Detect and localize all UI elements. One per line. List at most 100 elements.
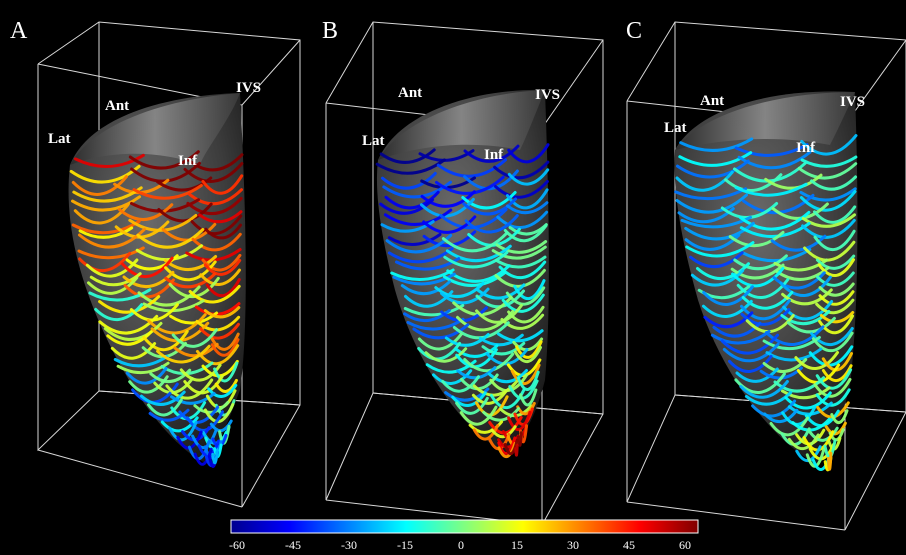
fiber-streamline bbox=[702, 299, 753, 318]
fiber-streamline bbox=[507, 143, 550, 164]
fiber-streamline bbox=[132, 184, 203, 200]
fiber-streamline bbox=[815, 388, 851, 407]
fiber-streamline bbox=[463, 144, 520, 163]
fiber-streamline bbox=[131, 382, 179, 404]
fiber-streamline bbox=[830, 409, 849, 424]
fiber-streamline bbox=[106, 330, 153, 346]
label-lat-a: Lat bbox=[48, 131, 71, 147]
fiber-streamline bbox=[210, 338, 240, 357]
fiber-streamline bbox=[506, 358, 542, 377]
fiber-streamline bbox=[116, 361, 170, 375]
fiber-streamline bbox=[495, 240, 548, 254]
fiber-streamline bbox=[728, 355, 773, 373]
fiber-streamline bbox=[379, 148, 436, 164]
fiber-streamline bbox=[781, 405, 817, 426]
fiber-streamline bbox=[128, 375, 169, 394]
fiber-streamline bbox=[451, 391, 487, 407]
colorbar-gradient bbox=[230, 519, 699, 534]
fiber-streamline bbox=[209, 419, 233, 433]
fiber-streamline bbox=[443, 251, 509, 269]
fiber-streamline bbox=[424, 347, 468, 363]
panel-c: C Lat Ant IVS Inf bbox=[626, 18, 906, 531]
fiber-streamline bbox=[751, 399, 797, 418]
myofiber-tracts-c bbox=[674, 134, 858, 472]
fiber-streamline bbox=[387, 247, 454, 264]
fiber-streamline bbox=[440, 306, 488, 323]
fiber-streamline bbox=[485, 348, 529, 366]
fiber-streamline bbox=[501, 293, 545, 313]
fiber-streamline bbox=[436, 158, 507, 178]
fiber-streamline bbox=[818, 290, 855, 306]
fiber-streamline bbox=[493, 160, 550, 180]
fiber-streamline bbox=[800, 134, 858, 156]
fiber-streamline bbox=[417, 341, 462, 361]
fiber-streamline bbox=[464, 214, 519, 234]
fiber-streamline bbox=[735, 367, 779, 383]
fiber-streamline bbox=[121, 256, 174, 279]
fiber-streamline bbox=[722, 342, 780, 363]
label-inf-b: Inf bbox=[484, 147, 504, 163]
fiber-streamline bbox=[103, 321, 163, 341]
fiber-streamline bbox=[186, 196, 243, 216]
label-inf-a: Inf bbox=[178, 153, 198, 169]
fiber-streamline bbox=[85, 258, 139, 278]
fiber-streamline bbox=[821, 364, 853, 382]
panel-letter-c: C bbox=[626, 18, 642, 44]
fiber-streamline bbox=[201, 174, 244, 195]
fiber-streamline bbox=[441, 231, 509, 253]
fiber-streamline bbox=[125, 366, 168, 385]
fiber-streamline bbox=[498, 260, 547, 280]
fiber-streamline bbox=[472, 424, 500, 441]
fiber-streamline bbox=[88, 288, 152, 302]
fiber-streamline bbox=[136, 228, 205, 249]
fiber-streamline bbox=[400, 280, 451, 296]
fiber-streamline bbox=[826, 451, 833, 471]
label-ant-c: Ant bbox=[700, 93, 724, 109]
fiber-streamline bbox=[113, 355, 169, 368]
fiber-streamline bbox=[94, 303, 144, 321]
fiber-streamline bbox=[675, 170, 734, 192]
fiber-streamline bbox=[494, 255, 547, 269]
fiber-streamline bbox=[432, 369, 473, 385]
fiber-streamline bbox=[455, 348, 498, 369]
colorbar-tick-label: 0 bbox=[458, 538, 464, 552]
fiber-streamline bbox=[818, 314, 854, 335]
fiber-streamline bbox=[513, 279, 546, 300]
fiber-streamline bbox=[494, 180, 549, 199]
fiber-streamline bbox=[214, 378, 238, 393]
fiber-streamline bbox=[213, 361, 239, 383]
fiber-streamline bbox=[731, 266, 785, 288]
fiber-streamline bbox=[684, 221, 755, 241]
fiber-streamline bbox=[503, 224, 548, 243]
fiber-streamline bbox=[201, 359, 239, 378]
fiber-streamline bbox=[497, 329, 544, 343]
label-ivs-a: IVS bbox=[236, 80, 261, 96]
fiber-streamline bbox=[475, 304, 523, 324]
fiber-streamline bbox=[764, 325, 825, 346]
label-inf-c: Inf bbox=[796, 140, 816, 156]
fiber-streamline bbox=[733, 254, 788, 271]
fiber-streamline bbox=[734, 143, 809, 157]
fiber-streamline bbox=[199, 322, 240, 340]
fiber-streamline bbox=[383, 208, 453, 226]
fiber-streamline bbox=[787, 433, 820, 451]
fiber-streamline bbox=[462, 197, 518, 216]
fiber-streamline bbox=[728, 230, 785, 248]
fiber-streamline bbox=[183, 374, 224, 395]
fiber-streamline bbox=[380, 220, 435, 233]
colorbar-tick-label: 15 bbox=[511, 538, 523, 552]
fiber-streamline bbox=[156, 344, 211, 364]
fiber-streamline bbox=[381, 171, 437, 190]
fiber-streamline bbox=[811, 331, 854, 353]
fiber-streamline bbox=[813, 377, 852, 398]
fiber-streamline bbox=[186, 410, 224, 432]
fiber-streamline bbox=[110, 342, 157, 360]
fiber-streamline bbox=[71, 195, 141, 212]
fiber-streamline bbox=[468, 420, 504, 434]
fiber-streamline bbox=[191, 232, 242, 252]
fiber-streamline bbox=[463, 352, 515, 373]
colorbar-tick-label: -45 bbox=[285, 538, 301, 552]
fiber-streamline bbox=[742, 248, 812, 263]
fiber-streamline bbox=[494, 268, 546, 288]
